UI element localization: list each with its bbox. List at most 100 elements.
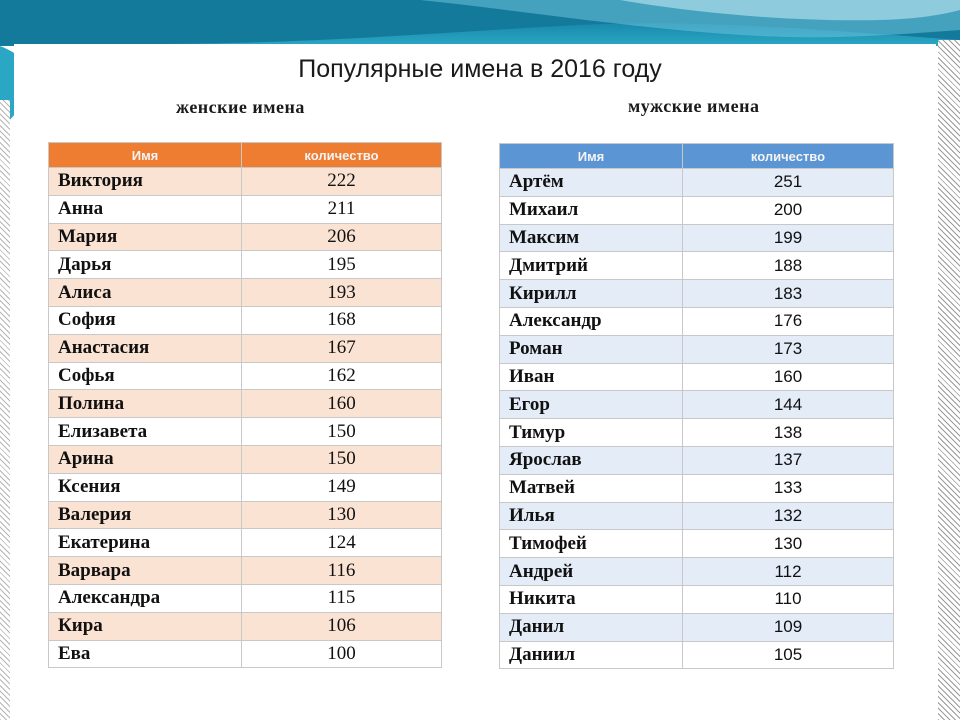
male-names-heading: мужские имена bbox=[628, 96, 760, 116]
name-cell: Матвей bbox=[499, 473, 683, 503]
table-row: Виктория 222 bbox=[48, 167, 442, 196]
count-cell: 115 bbox=[241, 583, 442, 613]
name-cell: Дарья bbox=[48, 250, 242, 280]
column-header-count: количество bbox=[682, 143, 894, 169]
count-cell: 183 bbox=[682, 279, 894, 308]
name-cell: Александра bbox=[48, 583, 242, 613]
count-cell: 176 bbox=[682, 306, 894, 336]
name-cell: София bbox=[48, 305, 242, 335]
table-row: Арина 150 bbox=[48, 444, 442, 474]
name-cell: Дмитрий bbox=[499, 251, 683, 281]
count-cell: 109 bbox=[682, 612, 894, 642]
table-row: Иван 160 bbox=[499, 362, 894, 392]
table-row: Ева 100 bbox=[48, 639, 442, 669]
name-cell: Алиса bbox=[48, 278, 242, 307]
name-cell: Арина bbox=[48, 444, 242, 474]
table-row: Алиса 193 bbox=[48, 278, 442, 307]
count-cell: 133 bbox=[682, 473, 894, 503]
name-cell: Виктория bbox=[48, 167, 242, 196]
name-cell: Даниил bbox=[499, 640, 683, 670]
female-names-table: Имя количество Виктория 222 Анна 211 Мария 20… bbox=[48, 142, 442, 669]
male-names-table: Имя количество Артём 251 Михаил 200 Максим 19… bbox=[499, 143, 894, 670]
table-row: Тимур 138 bbox=[499, 418, 894, 447]
table-row: Максим 199 bbox=[499, 223, 894, 253]
count-cell: 168 bbox=[241, 305, 442, 335]
count-cell: 162 bbox=[241, 361, 442, 391]
name-cell: Софья bbox=[48, 361, 242, 391]
count-cell: 100 bbox=[241, 639, 442, 669]
table-row: Михаил 200 bbox=[499, 195, 894, 225]
count-cell: 132 bbox=[682, 501, 894, 531]
count-cell: 188 bbox=[682, 251, 894, 281]
table-row: Елизавета 150 bbox=[48, 417, 442, 446]
table-row: Анастасия 167 bbox=[48, 333, 442, 363]
count-cell: 116 bbox=[241, 556, 442, 585]
name-cell: Екатерина bbox=[48, 528, 242, 558]
name-cell: Артём bbox=[499, 168, 683, 197]
column-header-name: Имя bbox=[499, 143, 683, 169]
table-row: Егор 144 bbox=[499, 390, 894, 420]
count-cell: 137 bbox=[682, 445, 894, 475]
count-cell: 150 bbox=[241, 417, 442, 446]
table-row: Варвара 116 bbox=[48, 556, 442, 585]
female-names-heading: женские имена bbox=[176, 97, 305, 117]
name-cell: Ева bbox=[48, 639, 242, 669]
count-cell: 160 bbox=[241, 389, 442, 419]
name-cell: Егор bbox=[499, 390, 683, 420]
name-cell: Анастасия bbox=[48, 333, 242, 363]
name-cell: Илья bbox=[499, 501, 683, 531]
name-cell: Кирилл bbox=[499, 279, 683, 308]
table-row: Никита 110 bbox=[499, 584, 894, 614]
table-row: София 168 bbox=[48, 305, 442, 335]
count-cell: 222 bbox=[241, 167, 442, 196]
name-cell: Ксения bbox=[48, 472, 242, 502]
table-row: Мария 206 bbox=[48, 222, 442, 252]
table-header-row: Имя количество bbox=[48, 142, 442, 168]
name-cell: Ярослав bbox=[499, 445, 683, 475]
name-cell: Максим bbox=[499, 223, 683, 253]
table-row: Роман 173 bbox=[499, 334, 894, 364]
name-cell: Варвара bbox=[48, 556, 242, 585]
table-row: Дмитрий 188 bbox=[499, 251, 894, 281]
name-cell: Михаил bbox=[499, 195, 683, 225]
count-cell: 130 bbox=[682, 529, 894, 559]
count-cell: 106 bbox=[241, 611, 442, 641]
table-row: Илья 132 bbox=[499, 501, 894, 531]
count-cell: 173 bbox=[682, 334, 894, 364]
table-row: Александра 115 bbox=[48, 583, 442, 613]
count-cell: 211 bbox=[241, 194, 442, 224]
count-cell: 144 bbox=[682, 390, 894, 420]
name-cell: Мария bbox=[48, 222, 242, 252]
table-row: Кира 106 bbox=[48, 611, 442, 641]
count-cell: 199 bbox=[682, 223, 894, 253]
name-cell: Валерия bbox=[48, 500, 242, 530]
table-row: Андрей 112 bbox=[499, 557, 894, 586]
name-cell: Тимур bbox=[499, 418, 683, 447]
count-cell: 200 bbox=[682, 195, 894, 225]
count-cell: 160 bbox=[682, 362, 894, 392]
count-cell: 195 bbox=[241, 250, 442, 280]
table-row: Данил 109 bbox=[499, 612, 894, 642]
name-cell: Роман bbox=[499, 334, 683, 364]
count-cell: 193 bbox=[241, 278, 442, 307]
name-cell: Иван bbox=[499, 362, 683, 392]
table-row: Валерия 130 bbox=[48, 500, 442, 530]
count-cell: 110 bbox=[682, 584, 894, 614]
name-cell: Тимофей bbox=[499, 529, 683, 559]
table-row: Даниил 105 bbox=[499, 640, 894, 670]
table-row: Ярослав 137 bbox=[499, 445, 894, 475]
column-header-name: Имя bbox=[48, 142, 242, 168]
count-cell: 206 bbox=[241, 222, 442, 252]
name-cell: Анна bbox=[48, 194, 242, 224]
column-header-count: количество bbox=[241, 142, 442, 168]
table-row: Екатерина 124 bbox=[48, 528, 442, 558]
name-cell: Никита bbox=[499, 584, 683, 614]
table-row: Кирилл 183 bbox=[499, 279, 894, 308]
name-cell: Кира bbox=[48, 611, 242, 641]
table-row: Дарья 195 bbox=[48, 250, 442, 280]
table-row: Ксения 149 bbox=[48, 472, 442, 502]
count-cell: 130 bbox=[241, 500, 442, 530]
right-hatched-border bbox=[938, 40, 960, 720]
count-cell: 112 bbox=[682, 557, 894, 586]
count-cell: 150 bbox=[241, 444, 442, 474]
